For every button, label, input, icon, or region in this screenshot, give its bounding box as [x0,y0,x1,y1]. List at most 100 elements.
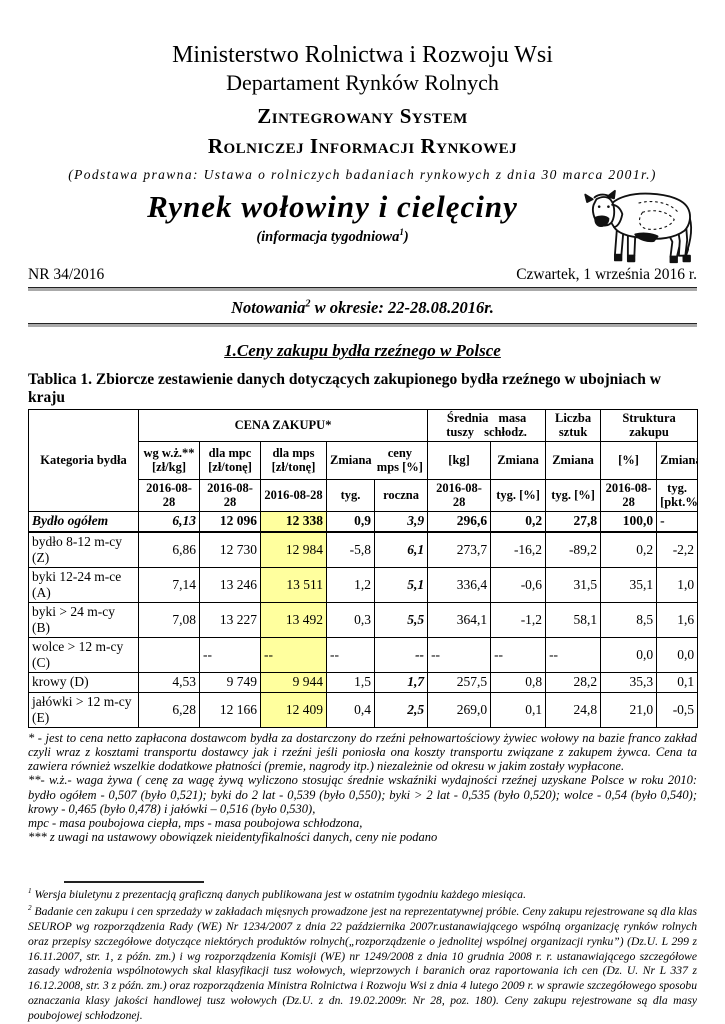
table-footnote-mpc: mpc - masa poubojowa ciepła, mps - masa … [28,816,363,830]
table-caption: Tablica 1. Zbiorcze zestawienie danych d… [28,371,661,406]
row-value [138,636,200,673]
row-value: 100,0 [600,510,658,533]
col-header-cena-zakupu: CENA ZAKUPU* [137,409,429,442]
row-value: 12 409 [260,691,327,728]
col-header-zmiana-masa: Zmiana [490,440,547,480]
cow-icon [584,190,693,264]
row-category: wolce > 12 m-cy (C) [28,636,139,673]
quotation-range: w okresie: 22-28.08.2016r. [310,298,494,317]
col-header-zmiana-sztuk: Zmiana [545,440,602,480]
row-value: 13 511 [260,566,327,603]
footnote-1-marker: 1 [28,886,32,895]
col-header-kg: [kg] [427,440,492,480]
row-value: 21,0 [600,691,658,728]
row-value: 35,3 [600,671,658,693]
row-value: 0,0 [656,636,699,673]
table-row: jałówki > 12 m-cy (E) 6,28 12 166 12 409 0,4… [28,691,699,728]
footnote-2-marker: 2 [28,904,32,913]
row-category: byki 12-24 m-ce (A) [28,566,139,603]
row-value: -- [260,636,327,673]
row-value: 13 227 [199,601,261,638]
row-value: 24,8 [545,691,602,728]
footnote-separator [64,880,204,883]
horizontal-rule-top [28,287,697,291]
footnote-2: 2 Badanie cen zakupu i cen sprzedaży w z… [28,904,697,1023]
row-value: 0,3 [326,601,375,638]
purchase-table: Kategoria bydła CENA ZAKUPU* Średnia mas… [28,409,699,728]
row-value: 0,9 [326,510,375,533]
quotation-label: Notowania [231,298,306,317]
row-value: 336,4 [427,566,492,603]
table-row: wolce > 12 m-cy (C) -- -- -- -- -- -- -- 0,0 0,0 [28,636,699,673]
col-header-struktura: Struktura zakupu [600,409,699,442]
col-header-zmiana-ceny-mps: Zmiana ceny mps [%] [325,440,429,480]
table-row: bydło 8-12 m-cy (Z) 6,86 12 730 12 984 -5,8 6… [28,531,699,568]
row-value: 1,5 [326,671,375,693]
row-value: 12 984 [260,531,327,568]
row-value: -- [490,636,547,673]
section-title: 1.Ceny zakupu bydła rzeźnego w Polsce [224,341,501,360]
col-date-struktura: 2016-08-28 [600,478,658,512]
row-value: 1,2 [326,566,375,603]
system-name-line1: Zintegrowany System [257,104,468,129]
issue-date: Czwartek, 1 września 2016 r. [516,266,697,283]
row-value: 1,7 [373,671,429,693]
footnote-1-text: Wersja biuletynu z prezentacją graficzną… [31,887,526,901]
row-value: 0,2 [600,531,658,568]
footnote-2-text: Badanie cen zakupu i cen sprzedaży w zak… [28,905,697,1022]
subtitle-close: ) [403,229,409,245]
row-value: -- [427,636,492,673]
row-value: 28,2 [545,671,602,693]
row-value: 13 492 [260,601,327,638]
horizontal-rule-mid [28,323,697,327]
page-title: Rynek wołowiny i cielęciny [147,189,518,225]
legal-basis: (Podstawa prawna: Ustawa o rolniczych ba… [68,167,657,183]
row-value: 269,0 [427,691,492,728]
table-body: Bydło ogółem 6,13 12 096 12 338 0,9 3,9 296,6 0… [28,510,699,728]
col-header-zmiana-struktura: Zmiana [656,440,699,480]
row-value: 7,14 [138,566,200,603]
row-value: 12 730 [199,531,261,568]
table-footnotes: * - jest to cena netto zapłacona dostawc… [28,731,697,845]
col-header-srednia-masa: Średnia masa tuszy schłodz. [427,409,547,442]
col-tyg-proc-sztuk: tyg. [%] [545,478,602,512]
table-row: byki > 24 m-cy (B) 7,08 13 227 13 492 0,3 5,5… [28,601,699,638]
subtitle-footnote-ref: 1 [399,227,404,238]
row-category: Bydło ogółem [28,510,139,533]
col-roczna: roczna [373,478,429,512]
table-footnote-triplestar: *** z uwagi na ustawowy obowiązek nieide… [28,830,438,845]
row-category: bydło 8-12 m-cy (Z) [28,531,139,568]
row-value: 12 096 [199,510,261,533]
table-footnote-star: * - jest to cena netto zapłacona dostawc… [28,730,697,774]
row-value: -0,5 [656,691,699,728]
row-value: - [656,510,699,533]
row-value: 35,1 [600,566,658,603]
row-value: -2,2 [656,531,699,568]
row-category: jałówki > 12 m-cy (E) [28,691,139,728]
row-value: 5,1 [373,566,429,603]
row-value: -1,2 [490,601,547,638]
row-value: 3,9 [373,510,429,533]
col-header-dla-mpc: dla mpc [zł/tonę] [199,440,261,480]
row-value: 1,6 [656,601,699,638]
col-date-wg-wz: 2016-08-28 [138,478,200,512]
col-date-mpc: 2016-08-28 [199,478,261,512]
row-value: 27,8 [545,510,602,533]
quotation-footnote-ref: 2 [305,298,311,310]
department-name: Departament Rynków Rolnych [226,70,499,95]
row-value: 257,5 [427,671,492,693]
row-value: 8,5 [600,601,658,638]
col-date-kg: 2016-08-28 [427,478,492,512]
row-value: 0,4 [326,691,375,728]
row-value: 12 338 [260,510,327,533]
row-value: 58,1 [545,601,602,638]
footnote-1: 1 Wersja biuletynu z prezentacją graficz… [28,887,697,903]
issue-row: NR 34/2016 Czwartek, 1 września 2016 r. [28,266,697,287]
table-row: krowy (D) 4,53 9 749 9 944 1,5 1,7 257,5 0,8 28,… [28,671,699,693]
row-value: 5,5 [373,601,429,638]
row-value: 31,5 [545,566,602,603]
col-header-proc: [%] [600,440,658,480]
row-value: 6,1 [373,531,429,568]
row-value: -- [199,636,261,673]
row-value: 4,53 [138,671,200,693]
